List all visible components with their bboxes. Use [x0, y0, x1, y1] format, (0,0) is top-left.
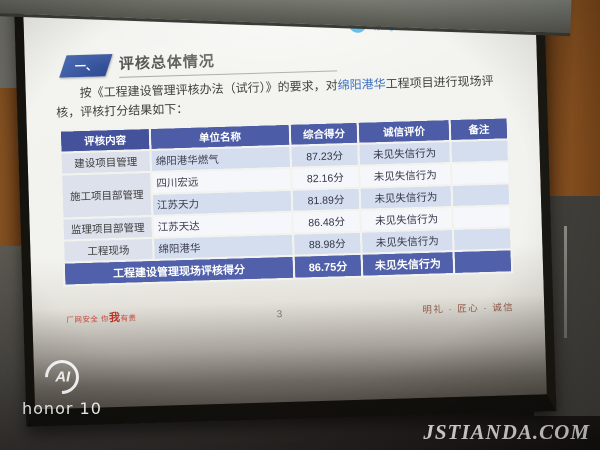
- slide-footer: 厂网安全 你我有责 3 明礼 · 匠心 · 诚信: [62, 297, 528, 327]
- score-cell: 81.89分: [291, 187, 361, 212]
- device-name: honor 10: [22, 399, 102, 418]
- note-cell: [452, 205, 511, 230]
- category-cell: 建设项目管理: [60, 150, 152, 175]
- honor-camera-watermark: AI honor 10: [22, 352, 102, 418]
- header-remarks: 备注: [449, 117, 509, 142]
- summary-note: [453, 249, 513, 275]
- header-total-score: 综合得分: [289, 121, 359, 147]
- note-cell: [450, 161, 510, 186]
- summary-integrity: 未见失信行为: [361, 251, 455, 277]
- score-cell: 87.23分: [290, 143, 359, 168]
- summary-score: 86.75分: [293, 253, 363, 279]
- slide: 港华燃气 Towngas 华衍水务 Hua Yan Water: [22, 0, 545, 328]
- integrity-cell: 未见失信行为: [360, 207, 453, 232]
- category-cell: 监理项目部管理: [62, 216, 154, 241]
- slide-title-row: 一、 评核总体情况: [57, 46, 337, 79]
- note-cell: [450, 139, 509, 164]
- integrity-cell: 未见失信行为: [360, 229, 454, 254]
- category-cell: 工程现场: [63, 238, 154, 263]
- site-watermark: JSTIANDA.COM: [423, 420, 590, 444]
- score-cell: 86.48分: [292, 209, 361, 234]
- page-number: 3: [276, 309, 283, 321]
- note-cell: [452, 227, 512, 252]
- safety-slogan: 厂网安全 你我有责: [66, 312, 137, 325]
- header-category: 评核内容: [59, 128, 151, 153]
- intro-paragraph: 按《工程建设管理评核办法（试行）》的要求，对绵阳港华工程项目进行现场评核，评核打…: [56, 73, 494, 120]
- assessment-score-table: 评核内容 单位名称 综合得分 诚信评价 备注 建设项目管理 绵阳港华燃气 87.…: [59, 117, 513, 287]
- note-cell: [451, 183, 511, 208]
- score-cell: 88.98分: [292, 231, 362, 256]
- score-cell: 82.16分: [291, 165, 360, 190]
- integrity-cell: 未见失信行为: [359, 185, 453, 210]
- header-integrity: 诚信评价: [357, 119, 451, 144]
- category-cell: 施工项目部管理: [61, 172, 153, 219]
- company-motto: 明礼 · 匠心 · 诚信: [422, 302, 515, 317]
- integrity-cell: 未见失信行为: [358, 141, 451, 166]
- slide-title: 评核总体情况: [118, 53, 216, 73]
- ai-camera-icon: AI: [37, 352, 86, 402]
- integrity-cell: 未见失信行为: [358, 163, 452, 188]
- wall-light-strip: [564, 226, 567, 338]
- section-number-badge: 一、: [59, 54, 113, 78]
- highlighted-company-name: 绵阳港华: [337, 76, 386, 93]
